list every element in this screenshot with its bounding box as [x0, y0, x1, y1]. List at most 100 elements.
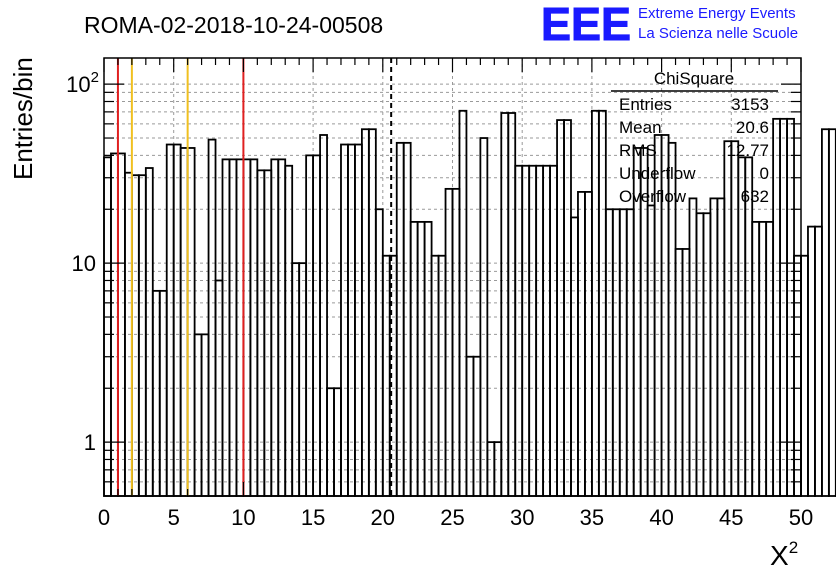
- stats-row-value: 0: [760, 164, 769, 183]
- stats-row-value: 12.77: [726, 141, 769, 160]
- stats-row-value: 3153: [731, 95, 769, 114]
- stats-box: ChiSquare Entries 3153 Mean 20.6 RMS 12.77 Und…: [611, 69, 778, 206]
- histogram-bar: [827, 128, 836, 497]
- stats-row-label: Entries: [619, 95, 672, 114]
- histogram-bar: [618, 208, 628, 497]
- histogram-bar: [514, 164, 524, 497]
- y-axis-label: Entries/bin: [8, 57, 38, 180]
- histogram-bar: [681, 248, 691, 497]
- x-tick-label: 15: [301, 505, 325, 530]
- histogram-bar: [263, 169, 273, 497]
- histogram-bar: [110, 152, 119, 497]
- x-tick-label: 40: [649, 505, 673, 530]
- histogram-bar: [779, 117, 788, 497]
- x-tick-label: 35: [580, 505, 604, 530]
- histogram-bar: [249, 158, 259, 497]
- histogram-bar: [458, 109, 468, 497]
- histogram-bar: [144, 167, 154, 497]
- histogram-bar: [723, 140, 733, 497]
- histogram-bar: [117, 152, 126, 497]
- histogram-bar: [395, 141, 405, 497]
- stats-row-value: 20.6: [736, 118, 769, 137]
- histogram-bar: [535, 164, 545, 497]
- histogram-bar: [402, 141, 412, 497]
- histogram-bar: [137, 174, 147, 497]
- histogram-bar: [507, 112, 517, 497]
- histogram-bar: [814, 225, 823, 497]
- histogram-bar: [312, 154, 321, 497]
- histogram-bar: [284, 164, 294, 497]
- histogram-bar: [270, 158, 280, 497]
- eee-logo-mark: EEE: [541, 0, 631, 50]
- histogram-bar: [165, 143, 175, 497]
- histogram-bar: [465, 355, 475, 497]
- histogram-bar: [744, 156, 754, 497]
- histogram-bar: [354, 143, 363, 497]
- histogram-bar: [235, 158, 245, 497]
- ticks-layer: 0 5 10 15 20 25 30 35 40 45 50 1 10 102: [66, 58, 813, 530]
- histogram-bar: [716, 197, 726, 497]
- x-tick-label: 30: [510, 505, 534, 530]
- eee-logo-line1: Extreme Energy Events: [638, 5, 796, 22]
- histogram-bar: [347, 143, 356, 497]
- histogram-bar: [103, 156, 112, 497]
- histogram-bar: [298, 262, 308, 497]
- y-tick-label: 1: [84, 430, 96, 455]
- histogram-bar: [521, 164, 531, 497]
- histogram-bar: [688, 197, 698, 497]
- histogram-bar: [186, 147, 196, 497]
- histogram-bar: [305, 154, 315, 497]
- x-tick-label: 45: [719, 505, 743, 530]
- stats-row-label: Overflow: [619, 187, 687, 206]
- x-tick-label: 0: [98, 505, 110, 530]
- histogram-bar: [556, 119, 565, 497]
- histogram-bar: [709, 197, 719, 497]
- x-tick-label: 25: [440, 505, 464, 530]
- histogram-bar: [472, 355, 482, 497]
- histogram-bar: [625, 208, 635, 497]
- histogram-bar: [528, 164, 538, 497]
- histogram-bar: [730, 140, 740, 497]
- histogram-bar: [193, 333, 203, 497]
- histogram-bar: [228, 158, 238, 497]
- histogram-bar: [151, 289, 161, 497]
- histogram-bar: [604, 208, 614, 497]
- histogram-bar: [221, 158, 231, 497]
- stats-title: ChiSquare: [654, 69, 734, 88]
- x-tick-label: 10: [231, 505, 255, 530]
- histogram-bar: [130, 174, 140, 497]
- histogram-bar: [291, 262, 301, 497]
- histogram-bar: [542, 164, 551, 497]
- histogram-bar: [500, 112, 510, 497]
- x-tick-label: 20: [371, 505, 395, 530]
- x-tick-label: 5: [168, 505, 180, 530]
- histogram-bar: [611, 208, 621, 497]
- histogram-bar: [158, 289, 168, 497]
- stats-row-value: 632: [741, 187, 769, 206]
- histogram-bar: [549, 164, 558, 497]
- histogram-bar: [172, 143, 182, 497]
- run-title: ROMA-02-2018-10-24-00508: [84, 12, 383, 38]
- histogram-bar: [242, 158, 252, 497]
- histogram-bar: [179, 147, 189, 497]
- eee-logo: EEE Extreme Energy Events La Scienza nel…: [541, 0, 799, 51]
- x-axis-label-sup: 2: [789, 538, 798, 557]
- x-tick-label: 50: [789, 505, 813, 530]
- histogram-bar: [737, 156, 747, 497]
- histogram-bar: [702, 212, 712, 497]
- histogram-bar: [591, 109, 600, 497]
- histogram-layer: [103, 109, 836, 497]
- histogram-bar: [563, 119, 572, 497]
- histogram-bar: [277, 158, 287, 497]
- histogram-bar: [360, 128, 370, 497]
- histogram-bar: [646, 204, 656, 497]
- histogram-bar: [772, 117, 781, 497]
- histogram-bar: [695, 212, 705, 497]
- x-axis-label: X2: [770, 538, 798, 571]
- y-tick-label: 10: [72, 251, 96, 276]
- histogram-bar: [367, 128, 377, 497]
- histogram-bar: [340, 143, 349, 497]
- histogram-bar: [786, 117, 795, 497]
- stats-rows: Entries 3153 Mean 20.6 RMS 12.77 Underflow 0 Ove…: [619, 95, 769, 206]
